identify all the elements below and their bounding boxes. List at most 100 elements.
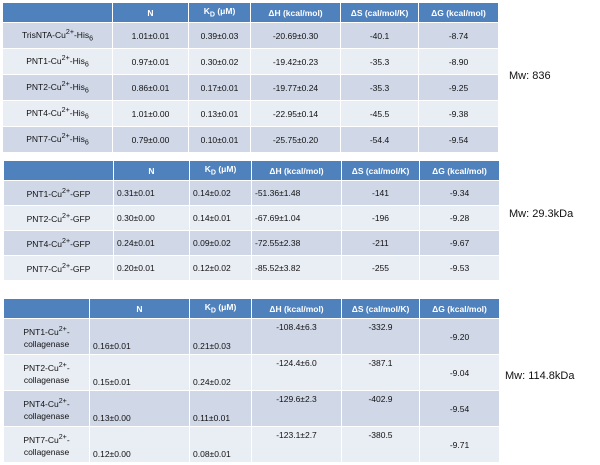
cell-ds: -196 <box>341 205 420 231</box>
table-row: PNT1-Cu2+-His6 0.97±0.01 0.30±0.02 -19.4… <box>2 48 499 75</box>
table-row: PNT1-Cu2+-GFP 0.31±0.01 0.14±0.02 -51.36… <box>3 180 500 206</box>
cell-ds: -332.9 <box>341 318 420 355</box>
header-dg: ΔG (kcal/mol) <box>418 2 499 23</box>
cell-ds: -255 <box>341 255 420 281</box>
cell-dh: -72.55±2.38 <box>251 230 342 256</box>
cell-n: 0.24±0.01 <box>113 230 190 256</box>
cell-dg: -9.38 <box>418 100 499 127</box>
table-header-row: N KD (μM) ΔH (kcal/mol) ΔS (cal/mol/K) Δ… <box>3 298 500 319</box>
cell-dh: -19.77±0.24 <box>250 74 341 101</box>
cell-ds: -54.4 <box>340 126 419 153</box>
cell-dg: -9.28 <box>419 205 500 231</box>
compound-name: PNT4-Cu2+- collagenase <box>3 390 90 427</box>
cell-kd: 0.14±0.02 <box>189 180 252 206</box>
cell-ds: -380.5 <box>341 426 420 463</box>
cell-n: 0.20±0.01 <box>113 255 190 281</box>
cell-n: 0.12±0.00 <box>89 426 190 463</box>
header-ds: ΔS (cal/mol/K) <box>341 298 420 319</box>
cell-dg: -9.71 <box>419 426 500 463</box>
cell-kd: 0.17±0.01 <box>188 74 251 101</box>
table-row: PNT7-Cu2+-His6 0.79±0.00 0.10±0.01 -25.7… <box>2 126 499 153</box>
cell-dg: -9.20 <box>419 318 500 355</box>
header-compound <box>2 2 113 23</box>
compound-name: PNT7-Cu2+-GFP <box>3 255 114 281</box>
table-row: PNT4-Cu2+- collagenase 0.13±0.00 0.11±0.0… <box>3 390 500 427</box>
cell-dh: -19.42±0.23 <box>250 48 341 75</box>
header-dh: ΔH (kcal/mol) <box>251 298 342 319</box>
cell-dg: -8.90 <box>418 48 499 75</box>
cell-n: 0.30±0.00 <box>113 205 190 231</box>
compound-name: PNT7-Cu2+-His6 <box>2 126 113 153</box>
cell-kd: 0.12±0.02 <box>189 255 252 281</box>
cell-ds: -387.1 <box>341 354 420 391</box>
cell-dg: -9.54 <box>419 390 500 427</box>
header-ds: ΔS (cal/mol/K) <box>341 160 420 181</box>
compound-name: PNT4-Cu2+-GFP <box>3 230 114 256</box>
cell-kd: 0.10±0.01 <box>188 126 251 153</box>
cell-n: 0.15±0.01 <box>89 354 190 391</box>
table-row: PNT7-Cu2+-GFP 0.20±0.01 0.12±0.02 -85.52… <box>3 255 500 281</box>
binding-table-gfp: N KD (μM) ΔH (kcal/mol) ΔS (cal/mol/K) Δ… <box>3 160 500 281</box>
cell-dh: -51.36±1.48 <box>251 180 342 206</box>
compound-name: PNT2-Cu2+-GFP <box>3 205 114 231</box>
table-row: PNT2-Cu2+-His6 0.86±0.01 0.17±0.01 -19.7… <box>2 74 499 101</box>
cell-kd: 0.24±0.02 <box>189 354 252 391</box>
compound-name: PNT2-Cu2+-His6 <box>2 74 113 101</box>
compound-name: PNT1-Cu2+- collagenase <box>3 318 90 355</box>
header-kd: KD (μM) <box>189 298 252 319</box>
table-row: TrisNTA-Cu2+-His6 1.01±0.01 0.39±0.03 -2… <box>2 22 499 49</box>
molecular-weight-label: Mw: 836 <box>509 70 551 82</box>
cell-dg: -9.04 <box>419 354 500 391</box>
cell-ds: -402.9 <box>341 390 420 427</box>
cell-kd: 0.09±0.02 <box>189 230 252 256</box>
table-row: PNT7-Cu2+- collagenase 0.12±0.00 0.08±0.0… <box>3 426 500 463</box>
table-row: PNT4-Cu2+-GFP 0.24±0.01 0.09±0.02 -72.55… <box>3 230 500 256</box>
cell-n: 1.01±0.01 <box>112 22 189 49</box>
header-ds: ΔS (cal/mol/K) <box>340 2 419 23</box>
cell-n: 0.16±0.01 <box>89 318 190 355</box>
cell-kd: 0.13±0.01 <box>188 100 251 127</box>
cell-ds: -45.5 <box>340 100 419 127</box>
table-row: PNT4-Cu2+-His6 1.01±0.00 0.13±0.01 -22.9… <box>2 100 499 127</box>
cell-ds: -35.3 <box>340 74 419 101</box>
cell-kd: 0.30±0.02 <box>188 48 251 75</box>
header-kd: KD (μM) <box>188 2 251 23</box>
cell-ds: -211 <box>341 230 420 256</box>
table-row: PNT2-Cu2+-GFP 0.30±0.00 0.14±0.01 -67.69… <box>3 205 500 231</box>
header-compound <box>3 298 90 319</box>
cell-dh: -25.75±0.20 <box>250 126 341 153</box>
molecular-weight-label: Mw: 29.3kDa <box>509 208 574 220</box>
cell-dg: -9.54 <box>418 126 499 153</box>
cell-dg: -8.74 <box>418 22 499 49</box>
header-n: N <box>89 298 190 319</box>
cell-dh: -108.4±6.3 <box>251 318 342 355</box>
molecular-weight-label: Mw: 114.8kDa <box>505 370 575 382</box>
cell-kd: 0.08±0.01 <box>189 426 252 463</box>
compound-name: TrisNTA-Cu2+-His6 <box>2 22 113 49</box>
cell-dh: -85.52±3.82 <box>251 255 342 281</box>
cell-n: 0.13±0.00 <box>89 390 190 427</box>
compound-name: PNT1-Cu2+-GFP <box>3 180 114 206</box>
header-compound <box>3 160 114 181</box>
cell-ds: -35.3 <box>340 48 419 75</box>
table-row: PNT1-Cu2+- collagenase 0.16±0.01 0.21±0.0… <box>3 318 500 355</box>
cell-n: 0.31±0.01 <box>113 180 190 206</box>
header-n: N <box>113 160 190 181</box>
cell-kd: 0.21±0.03 <box>189 318 252 355</box>
cell-kd: 0.39±0.03 <box>188 22 251 49</box>
cell-dh: -124.4±6.0 <box>251 354 342 391</box>
header-dh: ΔH (kcal/mol) <box>250 2 341 23</box>
header-dg: ΔG (kcal/mol) <box>419 298 500 319</box>
cell-dh: -22.95±0.14 <box>250 100 341 127</box>
cell-dg: -9.67 <box>419 230 500 256</box>
table-header-row: N KD (μM) ΔH (kcal/mol) ΔS (cal/mol/K) Δ… <box>3 160 500 181</box>
header-kd: KD (μM) <box>189 160 252 181</box>
cell-dh: -67.69±1.04 <box>251 205 342 231</box>
binding-table-collagenase: N KD (μM) ΔH (kcal/mol) ΔS (cal/mol/K) Δ… <box>3 298 500 463</box>
cell-dh: -129.6±2.3 <box>251 390 342 427</box>
table-row: PNT2-Cu2+- collagenase 0.15±0.01 0.24±0.0… <box>3 354 500 391</box>
header-n: N <box>112 2 189 23</box>
cell-ds: -40.1 <box>340 22 419 49</box>
header-dg: ΔG (kcal/mol) <box>419 160 500 181</box>
cell-dg: -9.25 <box>418 74 499 101</box>
